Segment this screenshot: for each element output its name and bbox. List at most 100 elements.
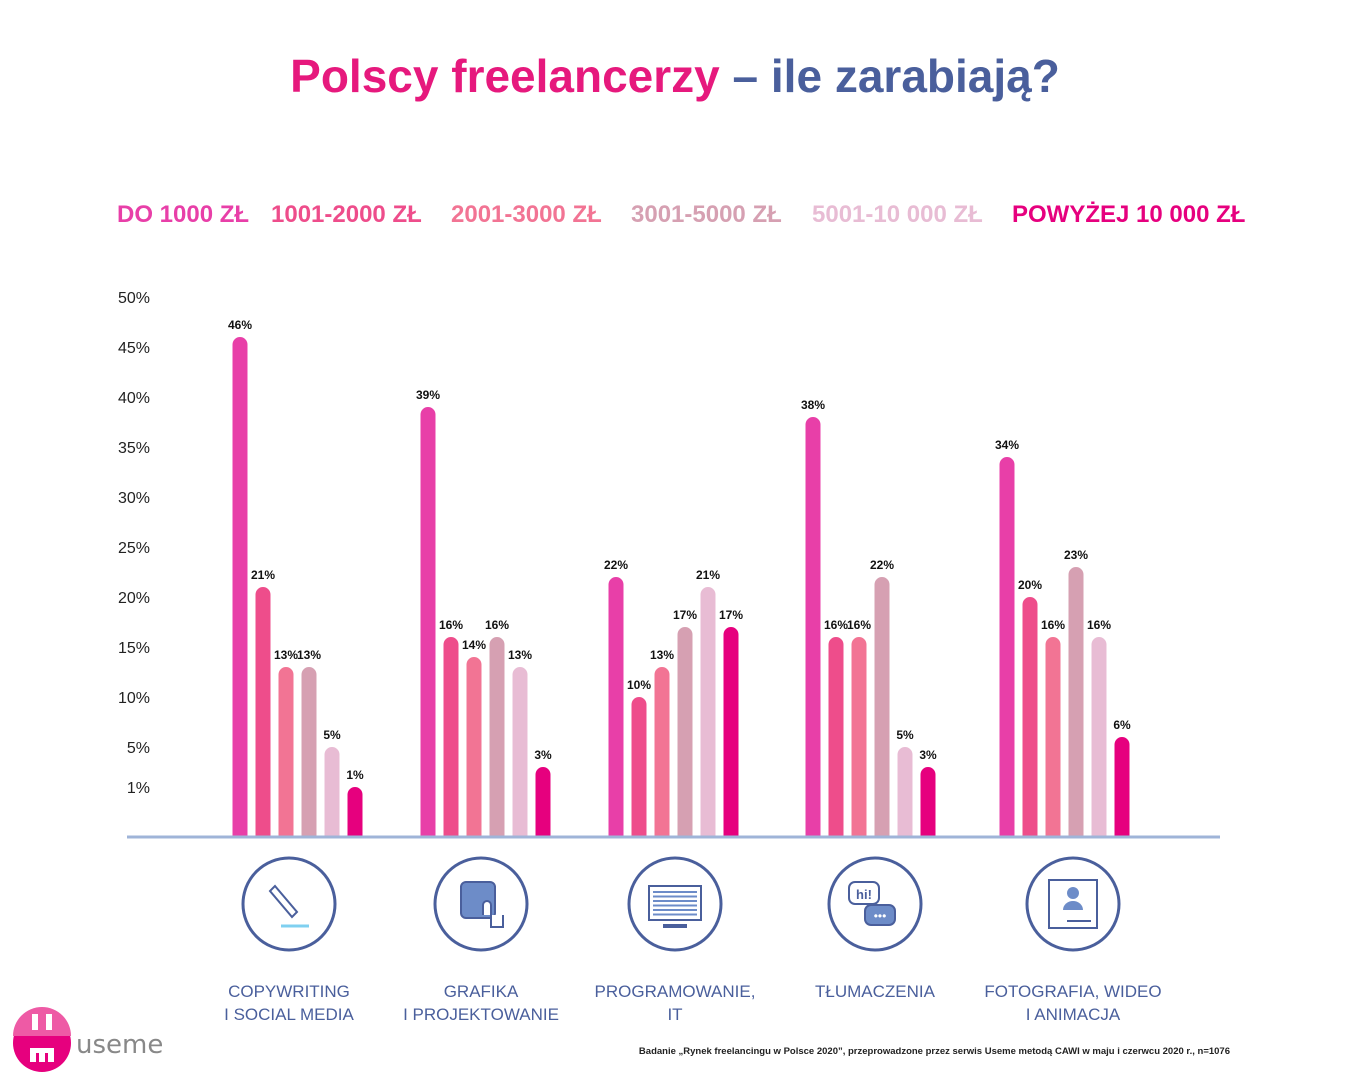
bar <box>255 587 271 836</box>
chart-title: Polscy freelancerzy – ile zarabiają? <box>290 50 1060 102</box>
bar <box>654 667 670 836</box>
bar-value-label: 16% <box>847 618 871 632</box>
bar-value-label: 13% <box>508 648 532 662</box>
legend-item: 2001-3000 ZŁ <box>451 201 602 228</box>
category-label: COPYWRITING <box>228 982 350 1001</box>
legend-item: 1001-2000 ZŁ <box>271 201 422 228</box>
bar <box>920 767 936 836</box>
bar-value-label: 16% <box>1087 618 1111 632</box>
bar <box>700 587 716 836</box>
bar-value-label: 20% <box>1018 578 1042 592</box>
bar-value-label: 1% <box>346 768 364 782</box>
bar <box>805 417 821 836</box>
bar <box>1091 637 1107 836</box>
bar-value-label: 46% <box>228 318 252 332</box>
category-label: TŁUMACZENIA <box>815 982 936 1001</box>
category-label: FOTOGRAFIA, WIDEO <box>984 982 1161 1001</box>
bar <box>677 627 693 836</box>
bar <box>874 577 890 836</box>
bar-value-label: 16% <box>1041 618 1065 632</box>
bar-value-label: 10% <box>627 678 651 692</box>
bars: 46%21%13%13%5%1%39%16%14%16%13%3%22%10%1… <box>228 318 1131 836</box>
bar-value-label: 5% <box>323 728 341 742</box>
bar-value-label: 17% <box>673 608 697 622</box>
bar-value-label: 38% <box>801 398 825 412</box>
y-tick-label: 30% <box>118 490 150 507</box>
bar-value-label: 21% <box>251 568 275 582</box>
bar <box>1022 597 1038 836</box>
bar <box>489 637 505 836</box>
title-part-1: Polscy freelancerzy <box>290 50 720 102</box>
tablet-stylus-icon <box>433 856 529 952</box>
bar-value-label: 14% <box>462 638 486 652</box>
bar <box>232 337 248 836</box>
y-tick-label: 50% <box>118 290 150 307</box>
bar <box>828 637 844 836</box>
y-tick-label: 5% <box>127 740 150 757</box>
monitor-icon <box>627 856 723 952</box>
bar <box>723 627 739 836</box>
y-tick-label: 10% <box>118 690 150 707</box>
category-label: I ANIMACJA <box>1026 1005 1121 1024</box>
bar-value-label: 23% <box>1064 548 1088 562</box>
y-axis: 1% 5% 10% 15% 20% 25% 30% 35% 40% 45% 50% <box>118 290 150 797</box>
bar-value-label: 16% <box>824 618 848 632</box>
category-label: I SOCIAL MEDIA <box>224 1005 354 1024</box>
legend-item: POWYŻEJ 10 000 ZŁ <box>1012 201 1245 228</box>
bar-value-label: 16% <box>439 618 463 632</box>
y-tick-label: 35% <box>118 440 150 457</box>
y-tick-label: 1% <box>127 780 150 797</box>
bar <box>999 457 1015 836</box>
bar-value-label: 3% <box>919 748 937 762</box>
svg-text:•••: ••• <box>874 909 887 923</box>
bar <box>1045 637 1061 836</box>
footnote: Badanie „Rynek freelancingu w Polsce 202… <box>639 1046 1230 1057</box>
bar <box>347 787 363 836</box>
y-tick-label: 40% <box>118 390 150 407</box>
bar <box>1068 567 1084 836</box>
legend: DO 1000 ZŁ 1001-2000 ZŁ 2001-3000 ZŁ 3001-5… <box>117 201 1245 228</box>
legend-item: DO 1000 ZŁ <box>117 201 249 228</box>
bar-value-label: 13% <box>297 648 321 662</box>
bar <box>512 667 528 836</box>
bar-value-label: 22% <box>870 558 894 572</box>
bar <box>897 747 913 836</box>
y-tick-label: 15% <box>118 640 150 657</box>
bar <box>443 637 459 836</box>
y-tick-label: 45% <box>118 340 150 357</box>
legend-item: 5001-10 000 ZŁ <box>812 201 983 228</box>
category-label: IT <box>667 1005 682 1024</box>
category-label: I PROJEKTOWANIE <box>403 1005 559 1024</box>
bar <box>466 657 482 836</box>
bar <box>324 747 340 836</box>
useme-logo: useme <box>13 1007 163 1072</box>
bar-value-label: 13% <box>274 648 298 662</box>
bar <box>851 637 867 836</box>
category-label: PROGRAMOWANIE, <box>595 982 756 1001</box>
bar <box>301 667 317 836</box>
y-tick-label: 20% <box>118 590 150 607</box>
y-tick-label: 25% <box>118 540 150 557</box>
bar-value-label: 34% <box>995 438 1019 452</box>
bar <box>420 407 436 836</box>
legend-item: 3001-5000 ZŁ <box>631 201 782 228</box>
bar-value-label: 3% <box>534 748 552 762</box>
profile-card-icon <box>1025 856 1121 952</box>
bar-value-label: 13% <box>650 648 674 662</box>
bar <box>535 767 551 836</box>
chat-bubbles-icon: hi!••• <box>827 856 923 952</box>
logo-text: useme <box>76 1030 163 1060</box>
bar <box>1114 737 1130 836</box>
categories: COPYWRITING I SOCIAL MEDIA GRAFIKA I PROJEK… <box>224 856 1162 1024</box>
bar-value-label: 22% <box>604 558 628 572</box>
bar-value-label: 21% <box>696 568 720 582</box>
bar-value-label: 5% <box>896 728 914 742</box>
bar-value-label: 17% <box>719 608 743 622</box>
bar-value-label: 39% <box>416 388 440 402</box>
bar <box>631 697 647 836</box>
title-part-2: ile zarabiają? <box>771 50 1060 102</box>
bar-value-label: 6% <box>1113 718 1131 732</box>
bar-value-label: 16% <box>485 618 509 632</box>
pencil-icon <box>241 856 337 952</box>
